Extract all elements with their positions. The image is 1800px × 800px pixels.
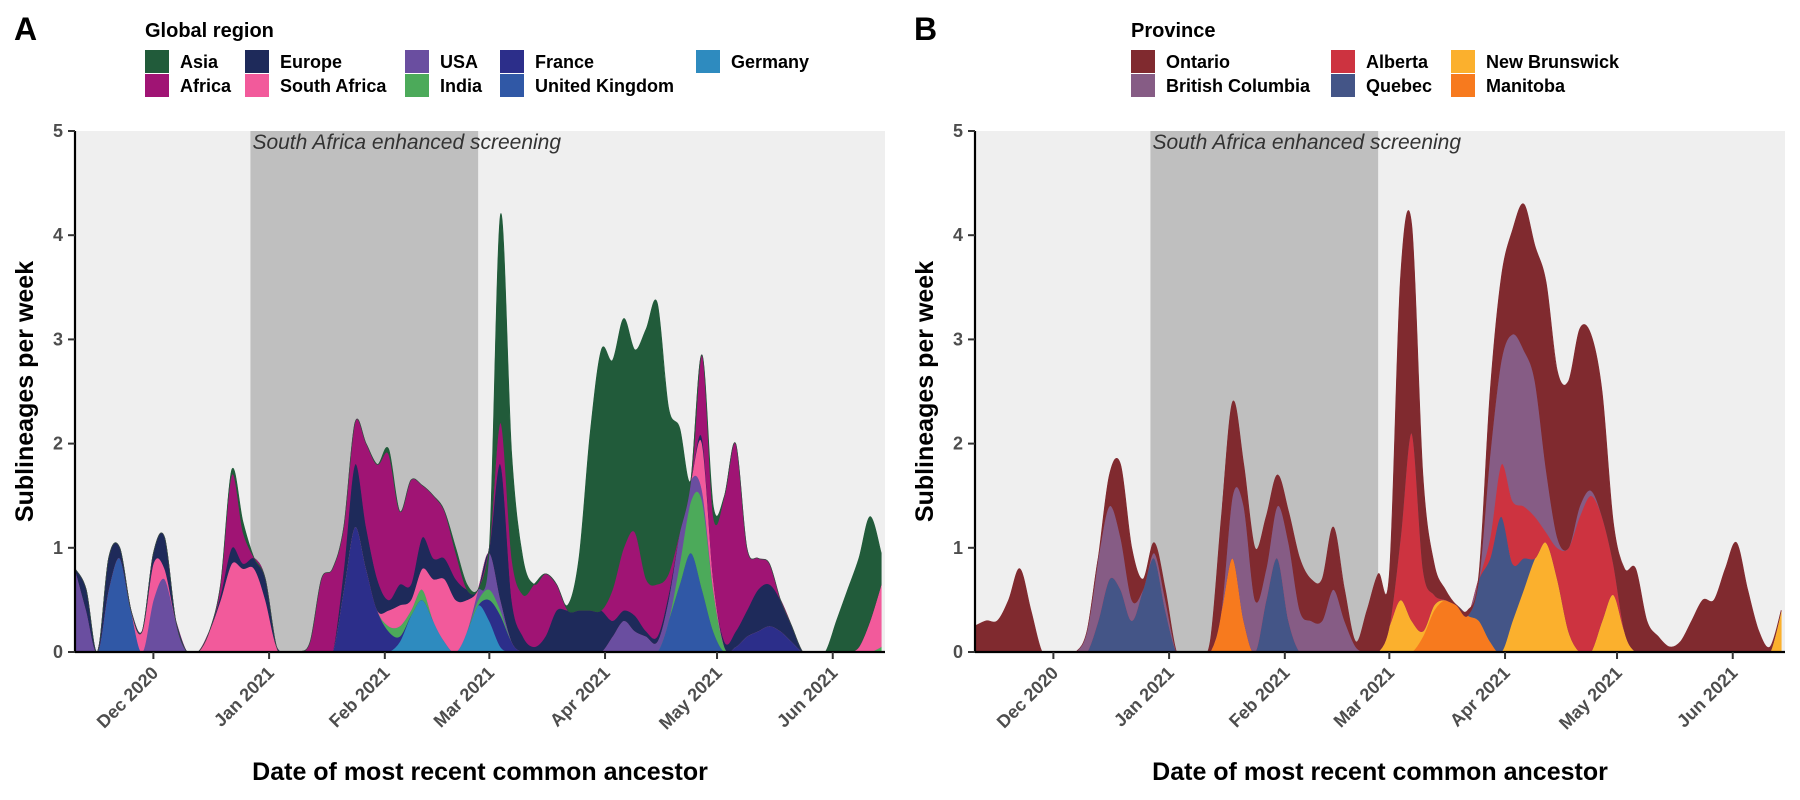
legend-item-british-columbia: British Columbia [1131,74,1311,97]
legend-swatch [1451,50,1475,73]
y-tick-label: 5 [53,121,63,141]
y-tick-label: 1 [953,538,963,558]
legend-swatch [405,50,429,73]
x-tick-label: Feb 2021 [325,663,394,732]
legend-item-africa: Africa [145,74,232,97]
screening-annotation: South Africa enhanced screening [1152,131,1461,154]
legend-item-asia: Asia [145,50,219,73]
legend-label: Manitoba [1486,76,1566,96]
panel-b: B South Africa enhanced screening 0 1 2 3 4 5 De… [911,11,1785,786]
x-tick-label: Dec 2020 [993,663,1062,732]
y-axis-title: Sublineages per week [11,261,39,522]
x-tick-label: Mar 2021 [1330,663,1399,732]
legend: Global region Germany United Kingdom France… [145,20,809,97]
legend: Province Manitoba New Brunswick Quebec Alber… [1131,20,1620,97]
area-ontario [975,203,1782,652]
legend-label: United Kingdom [535,76,674,96]
x-tick-label: May 2021 [1555,663,1626,734]
x-tick-label: Jun 2021 [1673,663,1742,732]
y-tick-label: 0 [953,642,963,662]
stacked-areas [75,213,882,652]
legend-swatch [696,50,720,73]
legend-item-alberta: Alberta [1331,50,1429,73]
x-tick-label: Apr 2021 [546,663,614,731]
x-tick-label: Mar 2021 [430,663,499,732]
legend-swatch [245,74,269,97]
legend-label: Europe [280,52,342,72]
legend-swatch [1331,50,1355,73]
area-united-kingdom [75,552,882,652]
legend-label: Ontario [1166,52,1230,72]
legend-label: New Brunswick [1486,52,1620,72]
screening-annotation: South Africa enhanced screening [252,131,561,154]
legend-title: Province [1131,20,1215,42]
area-asia [75,213,882,652]
y-tick-label: 3 [53,329,63,349]
legend-item-ontario: Ontario [1131,50,1230,73]
legend-item-germany: Germany [696,50,809,73]
legend-label: Africa [180,76,232,96]
x-tick-label: May 2021 [655,663,726,734]
legend-swatch [245,50,269,73]
legend-swatch [1331,74,1355,97]
panel-a: A South Africa enhanced screening 0 1 2 3 4 5 De… [11,11,885,786]
legend-swatch [500,50,524,73]
legend-title: Global region [145,20,274,42]
legend-label: Quebec [1366,76,1432,96]
legend-label: Alberta [1366,52,1429,72]
stacked-areas [975,203,1782,652]
legend-label: India [440,76,483,96]
y-axis-title: Sublineages per week [911,261,939,522]
legend-item-india: India [405,74,483,97]
legend-swatch [145,50,169,73]
panel-letter: B [914,11,937,47]
x-axis-title: Date of most recent common ancestor [1152,758,1608,786]
y-tick-label: 3 [953,329,963,349]
legend-label: France [535,52,594,72]
legend-item-united-kingdom: United Kingdom [500,74,674,97]
x-tick-label: Apr 2021 [1446,663,1514,731]
legend-item-europe: Europe [245,50,342,73]
legend-swatch [145,74,169,97]
legend-swatch [500,74,524,97]
y-tick-label: 5 [953,121,963,141]
legend-label: Asia [180,52,219,72]
x-axis-title: Date of most recent common ancestor [252,758,708,786]
y-tick-label: 4 [53,225,63,245]
legend-label: British Columbia [1166,76,1311,96]
area-germany [75,599,882,652]
y-tick-label: 1 [53,538,63,558]
legend-item-manitoba: Manitoba [1451,74,1566,97]
legend-label: USA [440,52,478,72]
legend-swatch [1131,50,1155,73]
x-tick-label: Jun 2021 [773,663,842,732]
legend-item-quebec: Quebec [1331,74,1432,97]
x-tick-label: Jan 2021 [1110,663,1178,731]
x-tick-label: Feb 2021 [1225,663,1294,732]
y-tick-label: 0 [53,642,63,662]
legend-swatch [1451,74,1475,97]
legend-item-south-africa: South Africa [245,74,387,97]
legend-swatch [405,74,429,97]
legend-item-france: France [500,50,594,73]
y-tick-label: 4 [953,225,963,245]
legend-swatch [1131,74,1155,97]
legend-item-usa: USA [405,50,478,73]
y-tick-label: 2 [953,434,963,454]
legend-item-new-brunswick: New Brunswick [1451,50,1620,73]
panel-letter: A [14,11,37,47]
x-tick-label: Jan 2021 [210,663,278,731]
x-tick-label: Dec 2020 [93,663,162,732]
legend-label: Germany [731,52,809,72]
y-tick-label: 2 [53,434,63,454]
legend-label: South Africa [280,76,387,96]
